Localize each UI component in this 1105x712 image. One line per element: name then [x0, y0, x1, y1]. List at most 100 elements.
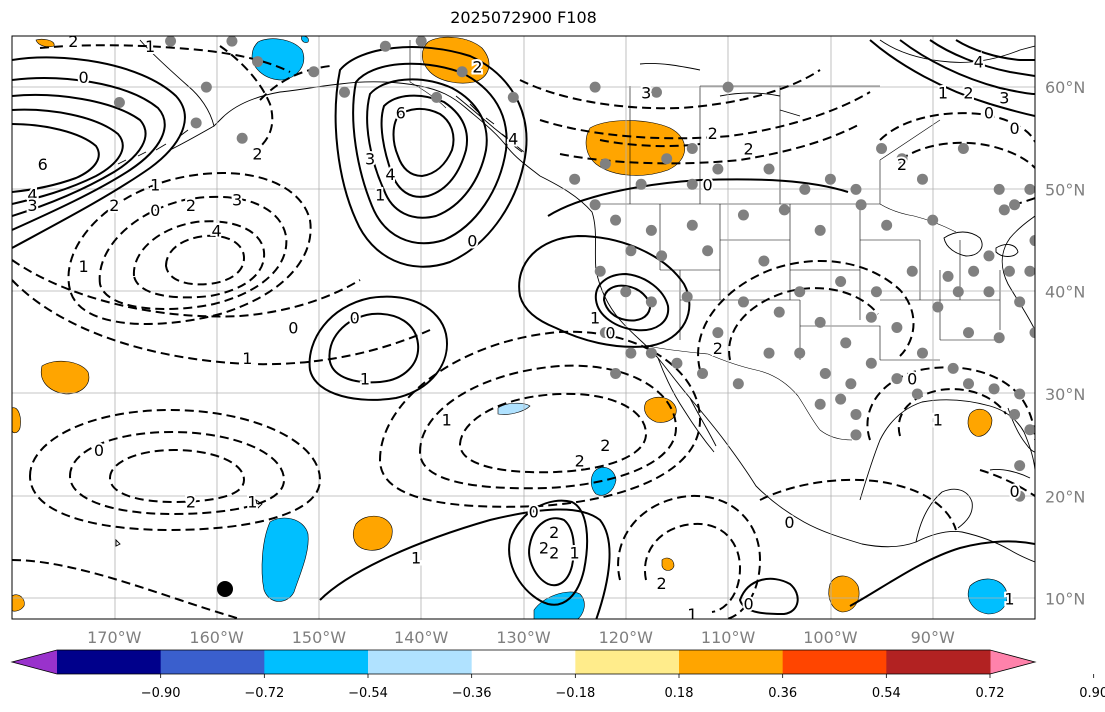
coastline-baja	[657, 357, 717, 453]
station-marker	[881, 219, 893, 231]
colorbar-tick-label: −0.90	[141, 686, 181, 701]
contour-high-mexico	[738, 577, 799, 616]
colorbar-segment	[471, 650, 576, 674]
station-marker	[661, 153, 673, 165]
station-marker	[594, 265, 606, 277]
contour-label: 1	[938, 83, 948, 102]
station-marker	[1014, 388, 1026, 400]
contour-label: 2	[109, 196, 119, 215]
station-marker	[778, 204, 790, 216]
contour-low-central-pacific-4	[164, 234, 246, 286]
lon-tick-label: 130°W	[496, 628, 551, 647]
contour-label: 0	[907, 370, 917, 389]
colorbar-segment	[368, 650, 473, 674]
station-marker	[814, 224, 826, 236]
station-marker	[625, 245, 637, 257]
station-marker	[998, 204, 1010, 216]
station-marker	[338, 86, 350, 98]
colorbar-extend-low	[12, 650, 57, 674]
contour-high-california-2	[594, 272, 670, 332]
lon-tick-label: 100°W	[803, 628, 858, 647]
station-marker	[507, 91, 519, 103]
station-marker	[1003, 265, 1015, 277]
contour-low-eastern-pacific-3	[458, 392, 648, 474]
contour-label: 0	[1009, 482, 1019, 501]
contour-label: 0	[784, 513, 794, 532]
colorbar-segment	[264, 650, 369, 674]
colorbar-segment	[886, 650, 991, 674]
contour-high-gulf-3	[366, 78, 488, 219]
contour-label: 3	[232, 191, 242, 210]
station-marker	[1009, 408, 1021, 420]
contour-label: 1	[687, 605, 697, 624]
lat-tick-label: 60°N	[1045, 78, 1085, 97]
station-marker	[226, 36, 238, 47]
contour-label: 1	[570, 544, 580, 563]
station-marker	[625, 347, 637, 359]
contour-low-central-pacific-1	[67, 172, 312, 325]
contour-label: 4	[974, 53, 984, 72]
contour-label: 3	[365, 150, 375, 169]
station-marker	[911, 388, 923, 400]
contour-low-eastern-pacific-2	[418, 364, 678, 490]
contour-high-subtropical-1	[308, 295, 448, 401]
station-marker	[963, 378, 975, 390]
station-marker	[840, 337, 852, 349]
lon-tick-label: 160°W	[189, 628, 244, 647]
contour-high-subtropical-2	[328, 312, 420, 384]
lat-tick-label: 10°N	[1045, 590, 1085, 609]
contour-label: 3	[999, 88, 1009, 107]
station-marker	[656, 250, 668, 262]
contour-high-tropical-3	[528, 517, 575, 587]
contour-label: 0	[984, 104, 994, 123]
contour-low-east-3	[979, 469, 1035, 497]
contour-label: 6	[38, 155, 48, 174]
contour-low-labels-sw	[12, 559, 241, 619]
station-marker	[569, 173, 581, 185]
contour-label: 0	[605, 324, 615, 343]
contour-low-central-pacific-3	[132, 220, 266, 299]
station-marker	[732, 378, 744, 390]
contour-low-northeast-2	[899, 141, 1035, 169]
contour-low-northeast-1	[879, 112, 1035, 143]
positive-anomaly-gulf	[967, 408, 993, 437]
station-marker	[916, 347, 928, 359]
lon-tick-label: 90°W	[911, 628, 955, 647]
coastline-hudson-bay	[879, 39, 1035, 63]
station-marker	[200, 81, 212, 93]
contour-high-west-3	[12, 94, 147, 217]
contour-label: 3	[27, 196, 37, 215]
station-marker	[850, 183, 862, 195]
station-marker	[952, 286, 964, 298]
station-marker	[1024, 265, 1035, 277]
station-marker	[671, 357, 683, 369]
latitude-labels: 10°N 20°N 30°N 40°N 50°N 60°N	[1045, 78, 1085, 608]
contour-low-upper-mid	[219, 45, 274, 151]
station-marker	[1014, 460, 1026, 472]
contour-label: 0	[79, 68, 89, 87]
contour-high-tropical-2	[508, 499, 589, 606]
contour-label: 1	[411, 549, 421, 568]
contour-label: 0	[288, 319, 298, 338]
contour-high-california-3	[602, 284, 652, 322]
contour-label: 1	[150, 175, 160, 194]
contour-high-west-1	[12, 56, 186, 249]
station-marker	[835, 275, 847, 287]
station-marker	[722, 81, 734, 93]
station-marker	[686, 219, 698, 231]
station-marker	[814, 398, 826, 410]
station-marker	[763, 163, 775, 175]
contour-low-alaska-north	[259, 65, 331, 101]
observation-stations	[113, 36, 1035, 502]
contour-label: 1	[242, 349, 252, 368]
contour-label: 1	[247, 492, 257, 511]
contour-label: 0	[94, 441, 104, 460]
station-marker	[589, 81, 601, 93]
station-marker	[870, 286, 882, 298]
map-title: 2025072900 F108	[450, 8, 597, 27]
station-marker	[758, 255, 770, 267]
contour-label: 1	[375, 186, 385, 205]
contour-label: 2	[186, 196, 196, 215]
